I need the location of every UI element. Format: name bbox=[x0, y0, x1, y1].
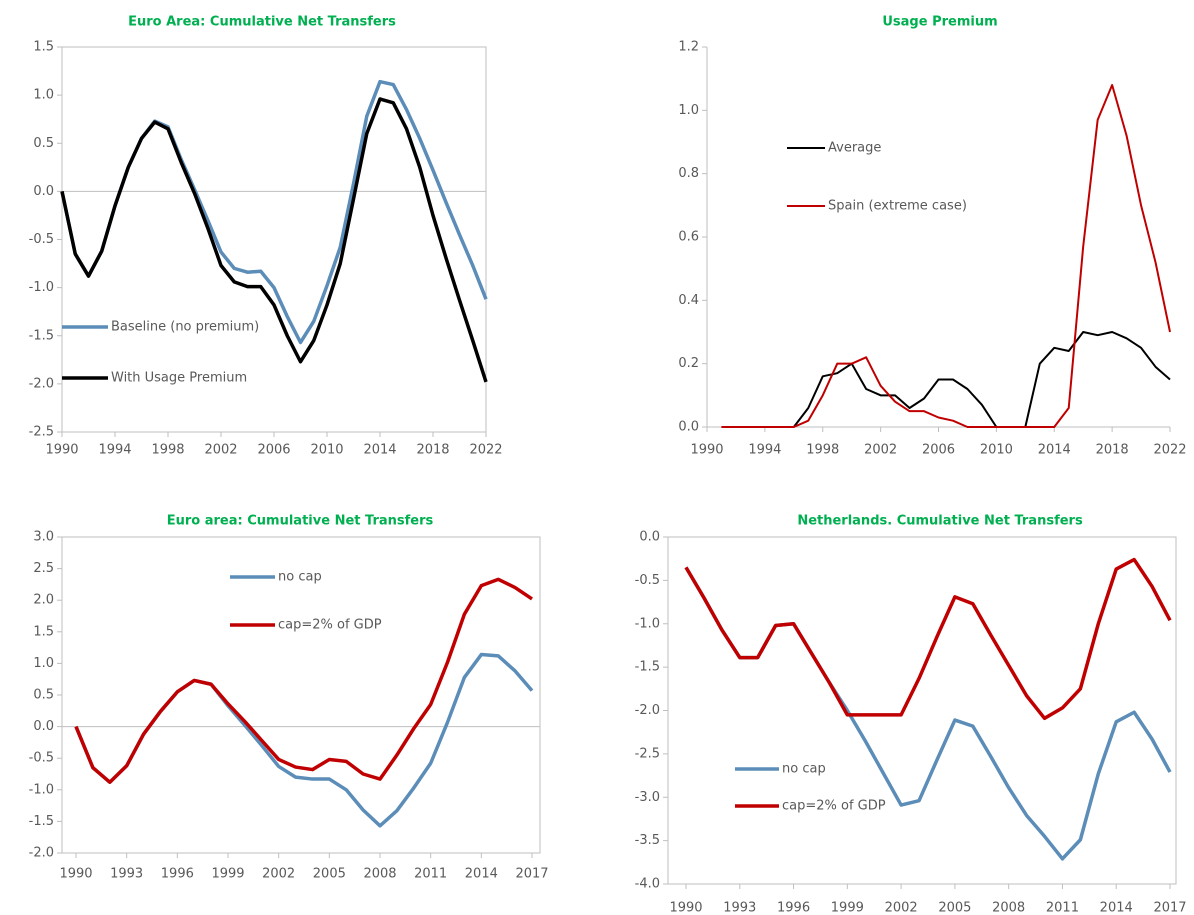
y-tick-label: -1.5 bbox=[29, 328, 54, 343]
y-tick-label: -2.5 bbox=[635, 746, 660, 761]
x-tick-label: 2014 bbox=[1038, 443, 1071, 458]
x-tick-label: 1996 bbox=[161, 867, 194, 882]
y-tick-label: -1.5 bbox=[29, 814, 54, 829]
x-tick-label: 1994 bbox=[748, 443, 781, 458]
x-tick-label: 2008 bbox=[992, 901, 1025, 915]
legend-label: With Usage Premium bbox=[111, 371, 247, 386]
x-tick-label: 1990 bbox=[59, 867, 92, 882]
y-tick-label: -1.5 bbox=[635, 660, 660, 675]
x-tick-label: 1996 bbox=[777, 901, 810, 915]
y-tick-label: -2.0 bbox=[29, 846, 54, 861]
y-tick-label: -0.5 bbox=[29, 232, 54, 247]
x-tick-label: 2002 bbox=[262, 867, 295, 882]
chart-title: Usage Premium bbox=[882, 15, 997, 30]
y-tick-label: -0.5 bbox=[635, 573, 660, 588]
legend-label: Spain (extreme case) bbox=[828, 199, 967, 214]
y-tick-label: 1.0 bbox=[33, 88, 54, 103]
series-line bbox=[721, 84, 1171, 428]
y-tick-label: 0.0 bbox=[678, 420, 699, 435]
y-tick-label: -2.0 bbox=[29, 376, 54, 391]
series-line bbox=[74, 577, 533, 784]
legend-label: Average bbox=[828, 141, 881, 156]
x-tick-label: 1998 bbox=[806, 443, 839, 458]
y-tick-label: 0.6 bbox=[678, 230, 699, 245]
x-tick-label: 2006 bbox=[922, 443, 955, 458]
y-tick-label: -0.5 bbox=[29, 751, 54, 766]
series-line bbox=[721, 331, 1171, 428]
x-tick-label: 1990 bbox=[45, 443, 78, 458]
x-tick-label: 2018 bbox=[1096, 443, 1129, 458]
plot-frame bbox=[667, 536, 1177, 885]
y-tick-label: -3.5 bbox=[635, 833, 660, 848]
y-tick-label: 0.8 bbox=[678, 166, 699, 181]
legend-label: cap=2% of GDP bbox=[278, 618, 382, 633]
y-tick-label: -2.0 bbox=[635, 703, 660, 718]
y-tick-label: -1.0 bbox=[29, 782, 54, 797]
y-tick-label: -3.0 bbox=[635, 790, 660, 805]
y-tick-label: 3.0 bbox=[33, 530, 54, 545]
series-line bbox=[74, 652, 534, 828]
x-tick-label: 2017 bbox=[515, 867, 548, 882]
series-line bbox=[684, 566, 1172, 861]
x-tick-label: 1999 bbox=[831, 901, 864, 915]
x-tick-label: 2010 bbox=[310, 443, 343, 458]
x-tick-label: 2022 bbox=[1153, 443, 1186, 458]
x-tick-label: 1999 bbox=[211, 867, 244, 882]
y-tick-label: 2.0 bbox=[33, 593, 54, 608]
chart-title: Netherlands. Cumulative Net Transfers bbox=[797, 514, 1083, 529]
x-tick-label: 1998 bbox=[151, 443, 184, 458]
y-tick-label: 0.0 bbox=[33, 719, 54, 734]
y-tick-label: -1.0 bbox=[29, 280, 54, 295]
x-tick-label: 1990 bbox=[690, 443, 723, 458]
y-tick-label: 0.4 bbox=[678, 293, 699, 308]
y-tick-label: 0.0 bbox=[33, 184, 54, 199]
y-tick-label: 0.5 bbox=[33, 688, 54, 703]
legend-label: Baseline (no premium) bbox=[111, 320, 259, 335]
x-tick-label: 2014 bbox=[1100, 901, 1133, 915]
x-tick-label: 2005 bbox=[938, 901, 971, 915]
y-tick-label: 0.2 bbox=[678, 356, 699, 371]
chart-title: Euro area: Cumulative Net Transfers bbox=[167, 514, 434, 529]
x-tick-label: 2010 bbox=[980, 443, 1013, 458]
y-tick-label: 1.0 bbox=[33, 656, 54, 671]
y-tick-label: 0.5 bbox=[33, 136, 54, 151]
legend-label: no cap bbox=[782, 762, 826, 777]
x-tick-label: 2002 bbox=[204, 443, 237, 458]
chart-title: Euro Area: Cumulative Net Transfers bbox=[128, 15, 396, 30]
x-tick-label: 1993 bbox=[110, 867, 143, 882]
x-tick-label: 1990 bbox=[669, 901, 702, 915]
x-tick-label: 1994 bbox=[98, 443, 131, 458]
y-tick-label: 0.0 bbox=[639, 530, 660, 545]
y-tick-label: -4.0 bbox=[635, 877, 660, 892]
x-tick-label: 2008 bbox=[363, 867, 396, 882]
y-tick-label: 1.0 bbox=[678, 103, 699, 118]
x-tick-label: 2006 bbox=[257, 443, 290, 458]
y-tick-label: 1.5 bbox=[33, 40, 54, 55]
x-tick-label: 2002 bbox=[864, 443, 897, 458]
y-tick-label: -2.5 bbox=[29, 425, 54, 440]
y-tick-label: 1.2 bbox=[678, 40, 699, 55]
legend-label: no cap bbox=[278, 570, 322, 585]
legend-label: cap=2% of GDP bbox=[782, 799, 886, 814]
y-tick-label: 2.5 bbox=[33, 561, 54, 576]
y-tick-label: -1.0 bbox=[635, 616, 660, 631]
x-tick-label: 2017 bbox=[1153, 901, 1186, 915]
x-tick-label: 2011 bbox=[414, 867, 447, 882]
x-tick-label: 2011 bbox=[1046, 901, 1079, 915]
x-tick-label: 2014 bbox=[363, 443, 396, 458]
series-line bbox=[60, 97, 488, 383]
x-tick-label: 2022 bbox=[469, 443, 502, 458]
x-tick-label: 2014 bbox=[465, 867, 498, 882]
y-tick-label: 1.5 bbox=[33, 624, 54, 639]
x-tick-label: 2018 bbox=[416, 443, 449, 458]
x-tick-label: 2002 bbox=[885, 901, 918, 915]
x-tick-label: 1993 bbox=[723, 901, 756, 915]
series-line bbox=[684, 557, 1172, 721]
x-tick-label: 2005 bbox=[313, 867, 346, 882]
